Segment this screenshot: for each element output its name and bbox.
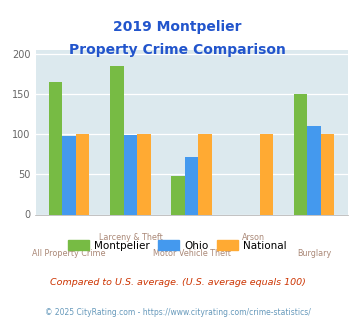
Bar: [62, 136, 76, 214]
Bar: [124, 135, 137, 214]
Text: Motor Vehicle Theft: Motor Vehicle Theft: [153, 249, 231, 258]
Bar: [294, 94, 307, 214]
Bar: [110, 66, 124, 214]
Bar: [307, 126, 321, 214]
Bar: [49, 82, 62, 214]
Text: Burglary: Burglary: [297, 249, 331, 258]
Text: All Property Crime: All Property Crime: [32, 249, 106, 258]
Text: Larceny & Theft: Larceny & Theft: [99, 233, 162, 242]
Text: Arson: Arson: [241, 233, 264, 242]
Text: Compared to U.S. average. (U.S. average equals 100): Compared to U.S. average. (U.S. average …: [50, 279, 305, 287]
Legend: Montpelier, Ohio, National: Montpelier, Ohio, National: [64, 236, 291, 255]
Bar: [198, 134, 212, 214]
Bar: [321, 134, 334, 214]
Text: © 2025 CityRating.com - https://www.cityrating.com/crime-statistics/: © 2025 CityRating.com - https://www.city…: [45, 308, 310, 317]
Bar: [185, 156, 198, 214]
Bar: [137, 134, 151, 214]
Text: Property Crime Comparison: Property Crime Comparison: [69, 43, 286, 57]
Bar: [260, 134, 273, 214]
Bar: [171, 176, 185, 214]
Text: 2019 Montpelier: 2019 Montpelier: [113, 20, 242, 34]
Bar: [76, 134, 89, 214]
